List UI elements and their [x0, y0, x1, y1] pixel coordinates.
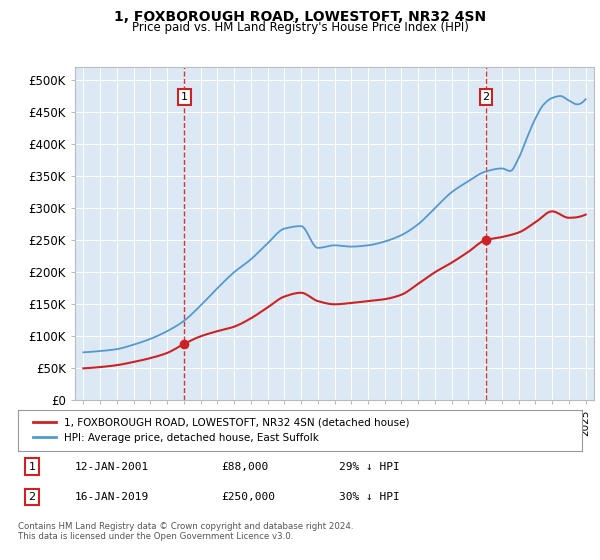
Text: 2: 2: [29, 492, 35, 502]
Legend: 1, FOXBOROUGH ROAD, LOWESTOFT, NR32 4SN (detached house), HPI: Average price, de: 1, FOXBOROUGH ROAD, LOWESTOFT, NR32 4SN …: [29, 414, 414, 447]
Text: 29% ↓ HPI: 29% ↓ HPI: [340, 461, 400, 472]
Text: £88,000: £88,000: [221, 461, 268, 472]
Text: 16-JAN-2019: 16-JAN-2019: [74, 492, 149, 502]
Text: £250,000: £250,000: [221, 492, 275, 502]
Text: 1: 1: [181, 92, 188, 102]
Text: 30% ↓ HPI: 30% ↓ HPI: [340, 492, 400, 502]
Text: 2: 2: [482, 92, 490, 102]
Text: Price paid vs. HM Land Registry's House Price Index (HPI): Price paid vs. HM Land Registry's House …: [131, 21, 469, 34]
Text: 1, FOXBOROUGH ROAD, LOWESTOFT, NR32 4SN: 1, FOXBOROUGH ROAD, LOWESTOFT, NR32 4SN: [114, 10, 486, 24]
Text: 12-JAN-2001: 12-JAN-2001: [74, 461, 149, 472]
Text: Contains HM Land Registry data © Crown copyright and database right 2024.
This d: Contains HM Land Registry data © Crown c…: [18, 522, 353, 542]
Text: 1: 1: [29, 461, 35, 472]
